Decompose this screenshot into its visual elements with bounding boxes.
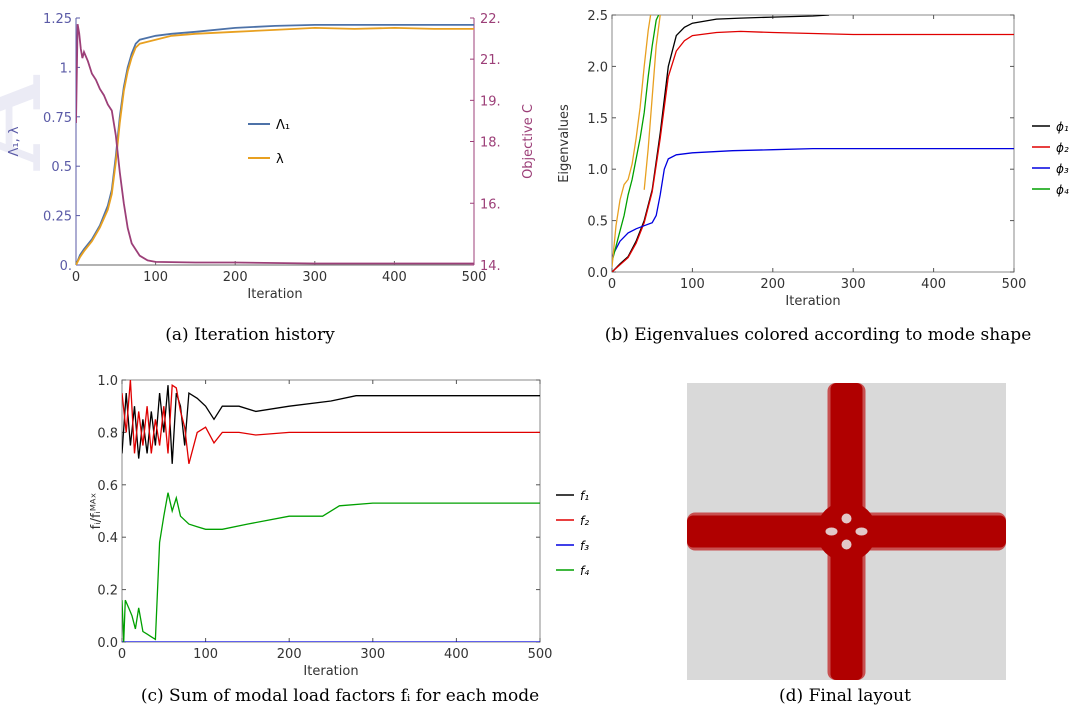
y-tick-label: 0.5 [51, 160, 72, 175]
y-tick-label: 0.6 [97, 479, 118, 494]
caption-d: (d) Final layout [779, 686, 911, 706]
y-axis-label: fᵢ/fᵢᴹᴬˣ [89, 492, 104, 529]
y-tick-label: 1. [60, 61, 72, 76]
y2-tick-label: 22. [480, 12, 501, 27]
y-tick-label: 0. [60, 259, 72, 274]
x-tick-label: 300 [302, 270, 327, 285]
x-tick-label: 0 [118, 647, 126, 662]
series-line-λ [76, 26, 474, 265]
series-line-f₂ [122, 380, 540, 464]
x-tick-label: 500 [1002, 277, 1027, 292]
x-tick-label: 500 [462, 270, 487, 285]
y-tick-label: 1.0 [97, 374, 118, 389]
plot-frame [611, 14, 1015, 273]
x-tick-label: 400 [921, 277, 946, 292]
y2-tick-label: 14. [480, 259, 501, 274]
panel-c-modal-load-factors: 0 100 200 300 400 500 0.0 0.2 0.4 0.6 0.8 1.0 Iterat… [89, 374, 589, 679]
center-hub [816, 501, 877, 562]
y-tick-label: 1.0 [587, 163, 608, 178]
legend-label: f₁ [580, 489, 589, 503]
y2-tick-label: 21. [480, 53, 501, 68]
series-line-f₄ [122, 492, 540, 642]
series-line-ϕ₃ [612, 147, 1014, 257]
series-group [122, 380, 540, 642]
y-tick-label: 0.0 [587, 266, 608, 281]
y-tick-label: 0.4 [97, 531, 118, 546]
watermark: A [0, 74, 71, 171]
x-tick-label: 200 [277, 647, 302, 662]
y-tick-label: 2.0 [587, 60, 608, 75]
legend-label: f₃ [580, 539, 589, 553]
y-tick-label: 0.8 [97, 426, 118, 441]
y2-tick-label: 19. [480, 94, 501, 109]
legend-label: ϕ₃ [1056, 162, 1069, 176]
layout-hole [841, 513, 852, 524]
y-tick-label: 1.25 [43, 12, 72, 27]
panel-a-iteration-history: 0 100 200 300 400 500 0. 0.25 0.5 0.75 1. 1.25 Itera… [7, 12, 536, 302]
x-tick-label: 200 [760, 277, 785, 292]
layout-hole [841, 539, 852, 550]
y-tick-label: 0.25 [43, 210, 72, 225]
y2-axis-label: Objective C [521, 104, 536, 179]
x-tick-label: 200 [223, 270, 248, 285]
series-line-ϕ₁ [612, 15, 830, 272]
y-tick-label: 0.5 [587, 215, 608, 230]
x-tick-label: 100 [193, 647, 218, 662]
legend-label: f₂ [580, 514, 589, 528]
x-tick-label: 300 [360, 647, 385, 662]
y-tick-label: 2.5 [587, 9, 608, 24]
svg-text:A: A [0, 74, 71, 171]
series-line-ϕ₄ [612, 15, 660, 262]
series-line-unlabeled [612, 15, 652, 267]
x-tick-label: 100 [143, 270, 168, 285]
x-tick-label: 0 [608, 277, 616, 292]
x-tick-label: 0 [72, 270, 80, 285]
legend-label: ϕ₂ [1056, 141, 1069, 155]
x-tick-label: 400 [444, 647, 469, 662]
x-tick-label: 300 [841, 277, 866, 292]
y-tick-label: 0.75 [43, 111, 72, 126]
caption-b: (b) Eigenvalues colored according to mod… [605, 325, 1032, 345]
legend-label: ϕ₁ [1056, 120, 1069, 134]
series-line-ϕ₂ [612, 30, 1014, 272]
series-line-Λ₁ [76, 23, 474, 265]
layout-hole [855, 527, 868, 536]
y-tick-label: 0.2 [97, 584, 118, 599]
x-axis-label: Iteration [247, 287, 302, 302]
legend-label: λ [276, 152, 284, 167]
y-axis-label: Λ₁, λ [7, 126, 22, 156]
series-line-f₁ [122, 385, 540, 464]
y-tick-label: 0.0 [97, 636, 118, 651]
y-tick-label: 1.5 [587, 112, 608, 127]
legend-label: Λ₁ [276, 118, 290, 133]
legend-label: f₄ [580, 564, 589, 578]
layout-hole [825, 527, 838, 536]
y-axis-label: Eigenvalues [557, 104, 572, 183]
panel-d-final-layout [687, 383, 1006, 680]
panel-b-eigenvalues: 0 100 200 300 400 500 0.0 0.5 1.0 1.5 2.0 2.5 Iterat… [557, 9, 1069, 309]
x-axis-label: Iteration [303, 664, 358, 679]
y2-tick-label: 16. [480, 197, 501, 212]
series-line-Objective C [76, 24, 474, 265]
x-tick-label: 400 [382, 270, 407, 285]
legend-label: ϕ₄ [1056, 183, 1069, 197]
caption-a: (a) Iteration history [165, 325, 335, 345]
x-tick-label: 100 [680, 277, 705, 292]
caption-c: (c) Sum of modal load factors fᵢ for eac… [141, 686, 539, 706]
x-axis-label: Iteration [785, 294, 840, 309]
series-line-unlabeled [643, 15, 661, 190]
series-group [612, 15, 1014, 272]
x-tick-label: 500 [528, 647, 553, 662]
y2-tick-label: 18. [480, 136, 501, 151]
series-group [76, 23, 474, 265]
